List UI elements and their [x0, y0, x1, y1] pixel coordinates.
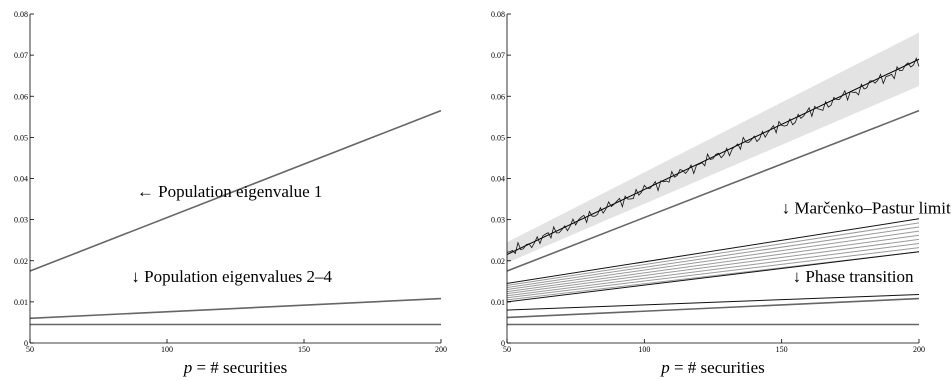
x-axis-label: p = # securities	[660, 358, 765, 377]
x-tick-label: 100	[638, 345, 650, 354]
y-tick-label: 0.02	[491, 257, 505, 266]
series-population-1	[29, 109, 442, 272]
series-bulk_edge-12	[506, 251, 920, 303]
y-tick-label: 0.06	[14, 92, 28, 101]
series-population-14	[506, 297, 920, 319]
x-tick-label: 100	[161, 345, 173, 354]
series-bulk-7	[506, 234, 920, 293]
annotation-2: ↓ Population eigenvalues 2–4	[131, 267, 332, 286]
y-tick-label: 0.05	[491, 133, 505, 142]
y-tick-label: 0.03	[491, 216, 505, 225]
panel-2: 0 0.01 0.02 0.03 0.04 0.05 0.06 0.07 0.08 50 100 15…	[491, 10, 951, 377]
series-bulk-6	[506, 230, 920, 291]
series-bulk-9	[506, 242, 920, 297]
series-bulk-10	[506, 247, 920, 299]
series-population-2	[29, 297, 442, 320]
series-bulk-4	[506, 222, 920, 286]
x-tick-label: 50	[26, 345, 34, 354]
empirical-eigenvalue-path	[506, 57, 920, 255]
series-bulk-5	[506, 226, 920, 288]
y-tick-label: 0.01	[491, 298, 505, 307]
x-tick-label: 50	[503, 345, 511, 354]
y-tick-label: 0.04	[14, 175, 28, 184]
annotation-1: ← Population eigenvalue 1	[137, 182, 323, 201]
y-tick-label: 0.08	[491, 10, 505, 19]
y-tick-label: 0.03	[14, 216, 28, 225]
annotation-2: ↓ Phase transition	[793, 267, 914, 286]
x-tick-label: 150	[298, 345, 310, 354]
x-tick-label: 200	[435, 345, 447, 354]
y-tick-label: 0.07	[491, 51, 505, 60]
y-tick-label: 0	[24, 339, 28, 348]
panel-1: 0 0.01 0.02 0.03 0.04 0.05 0.06 0.07 0.08 50 100 15…	[14, 10, 447, 377]
y-tick-label: 0.01	[14, 298, 28, 307]
series-bulk_edge-3	[506, 218, 920, 284]
series-limit-1	[506, 58, 920, 256]
series-population-2	[506, 109, 920, 272]
y-tick-label: 0.02	[14, 257, 28, 266]
series-bulk-8	[506, 238, 920, 295]
series-transition-13	[506, 293, 920, 311]
y-tick-label: 0.05	[14, 133, 28, 142]
y-tick-label: 0.07	[14, 51, 28, 60]
y-tick-label: 0.04	[491, 175, 505, 184]
y-tick-label: 0.06	[491, 92, 505, 101]
x-tick-label: 200	[913, 345, 925, 354]
annotation-1: ↓ Marčenko–Pastur limit	[782, 198, 951, 217]
y-tick-label: 0	[501, 339, 505, 348]
y-tick-label: 0.08	[14, 10, 28, 19]
x-axis-label: p = # securities	[183, 358, 288, 377]
x-tick-label: 150	[776, 345, 788, 354]
